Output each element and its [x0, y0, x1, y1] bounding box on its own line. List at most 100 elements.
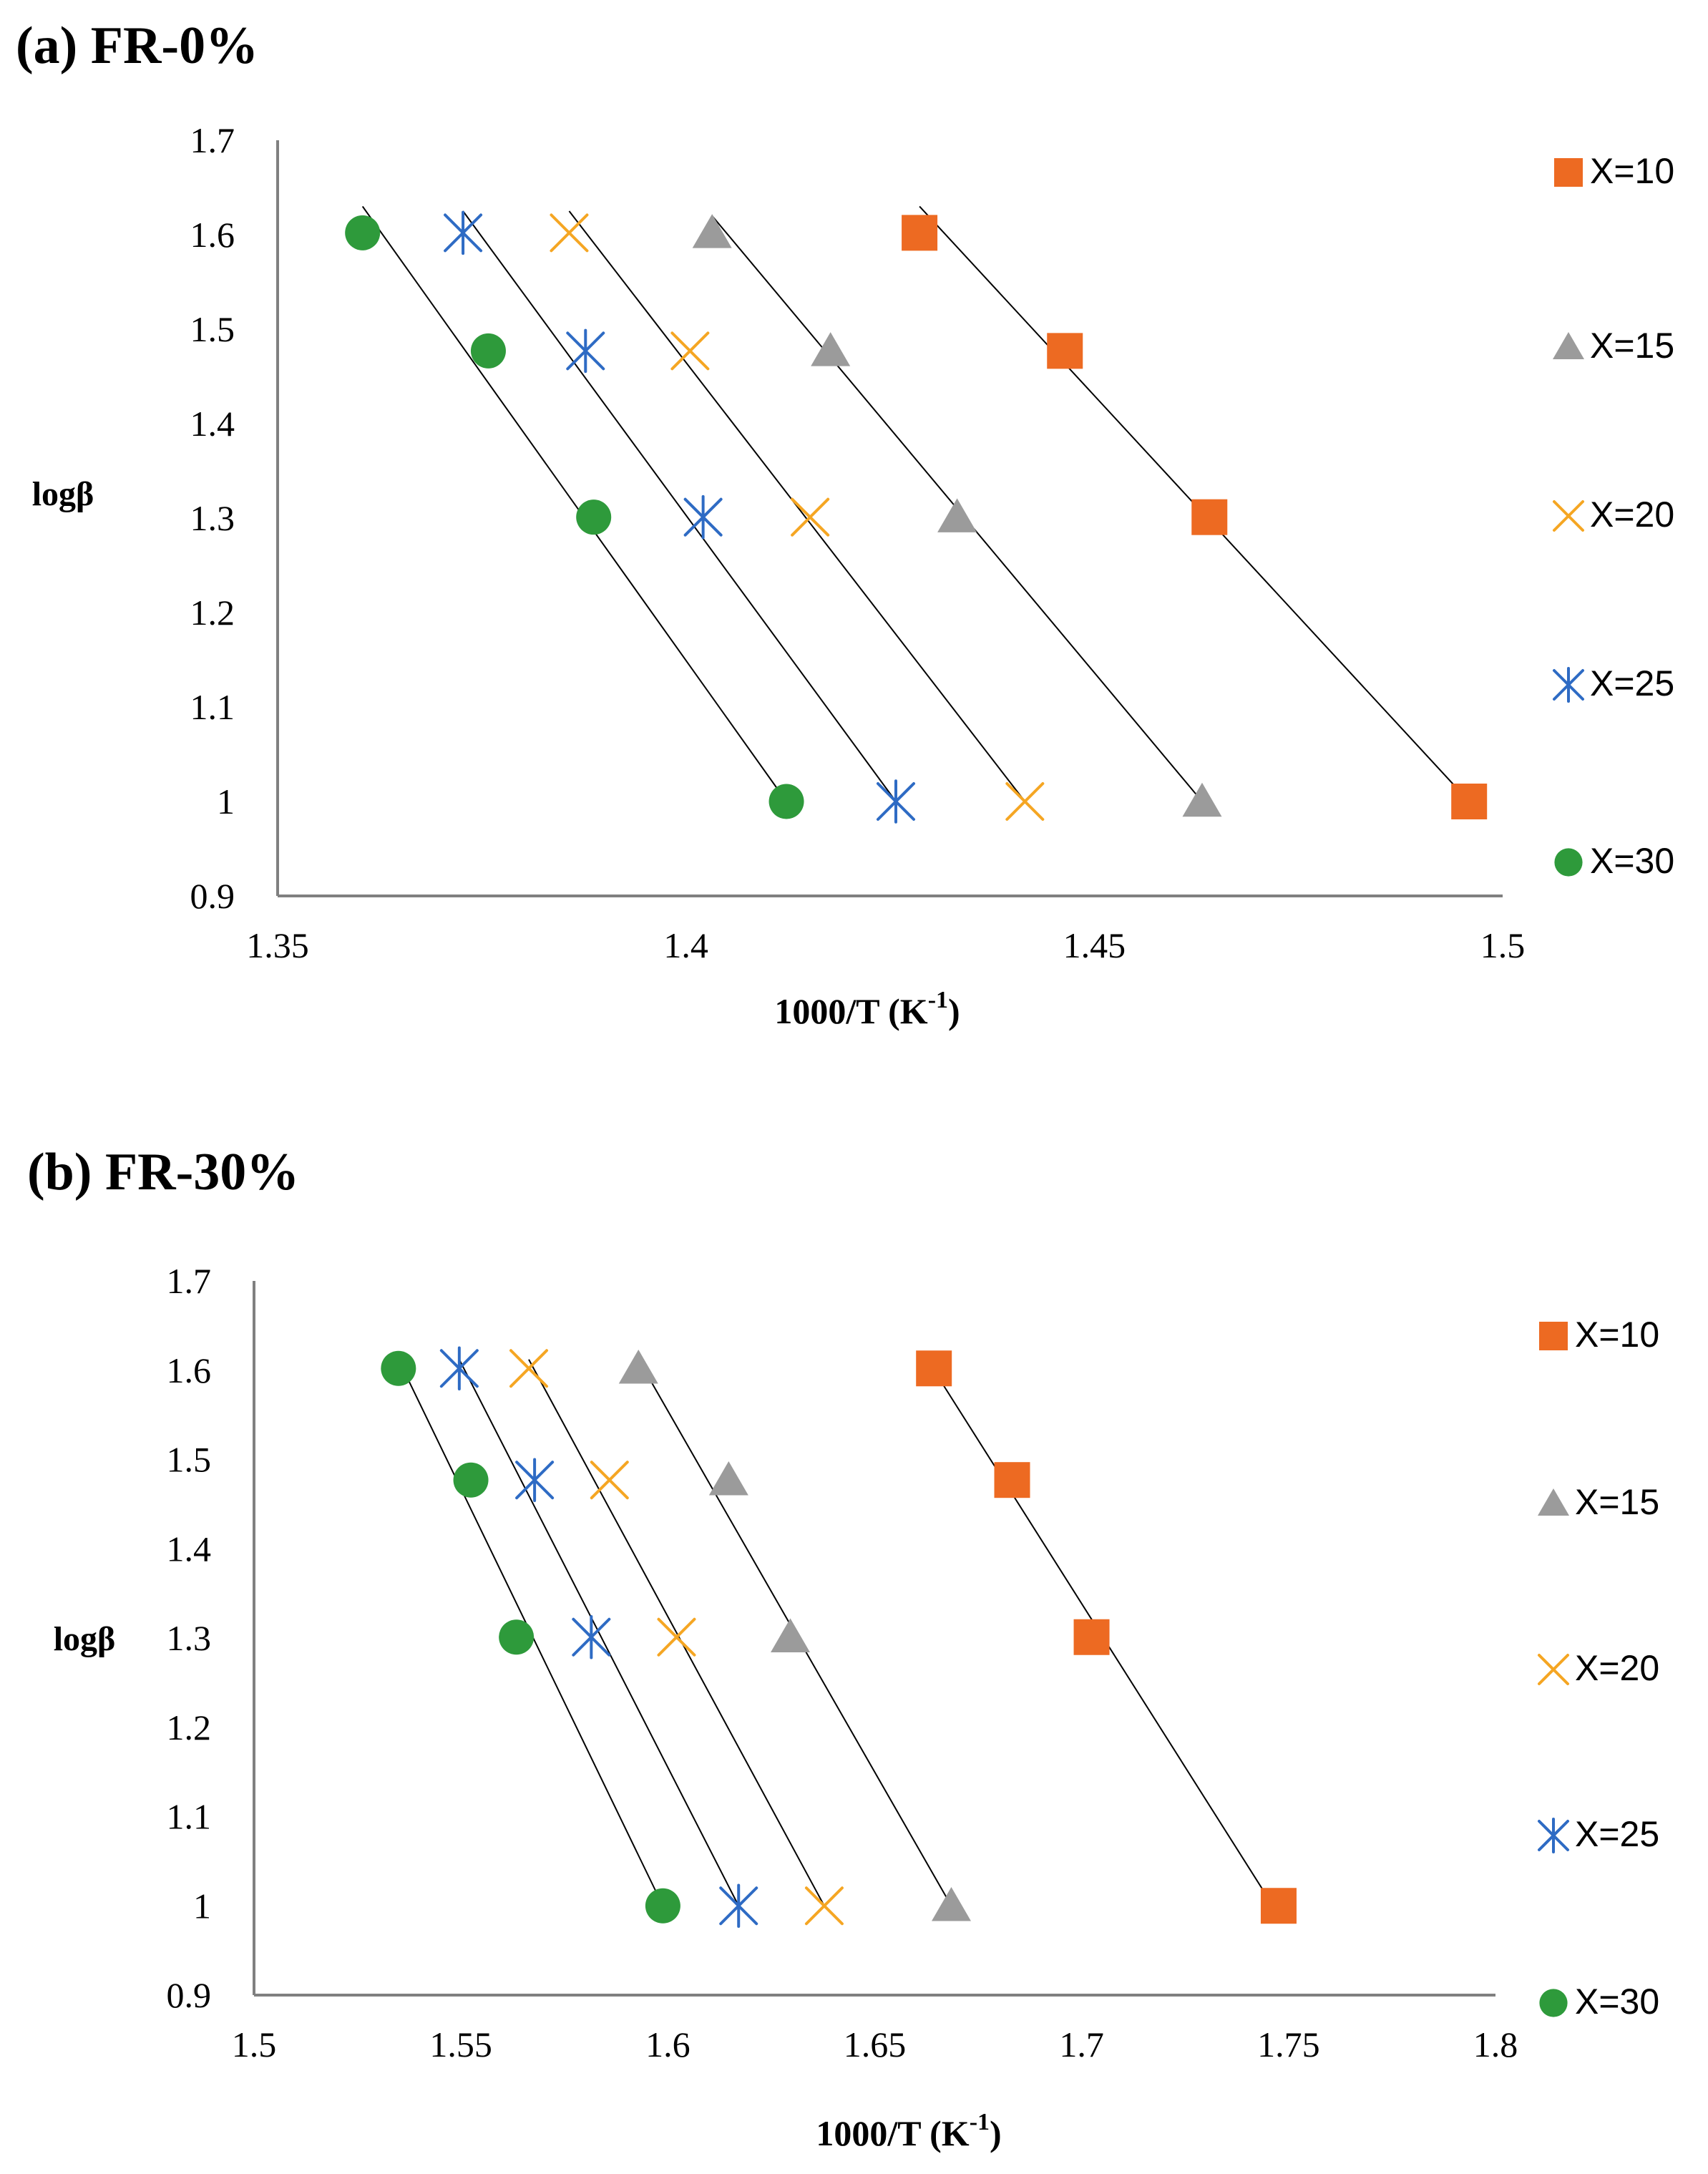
- legend-label: X=10: [1590, 151, 1674, 191]
- data-point-asterisk: [876, 779, 915, 824]
- x-axis-label-superscript: -1: [970, 2109, 990, 2135]
- legend-label: X=15: [1575, 1482, 1659, 1522]
- y-tick-label: 1.6: [167, 1350, 212, 1390]
- y-tick-label: 1.4: [167, 1529, 212, 1569]
- y-tick-label: 1.3: [167, 1618, 212, 1658]
- legend-entry-x-30: X=30: [1554, 841, 1674, 881]
- legend-entry-x-15: X=15: [1538, 1482, 1659, 1522]
- data-point-circle: [576, 499, 612, 535]
- x-axis-label: 1000/T (K-1): [774, 987, 960, 1031]
- x-tick-label: 1.35: [246, 925, 309, 965]
- data-point-circle: [381, 1350, 416, 1386]
- legend-marker-square: [1554, 158, 1583, 187]
- y-tick-label: 1.4: [190, 404, 235, 444]
- data-point-asterisk: [683, 494, 723, 540]
- series-x-25: [444, 210, 915, 824]
- series-x-20: [550, 210, 1045, 821]
- data-point-asterisk: [572, 1615, 611, 1659]
- x-tick-label: 1.7: [1059, 2024, 1104, 2065]
- data-point-circle: [499, 1619, 535, 1655]
- y-tick-label: 1.1: [167, 1797, 212, 1837]
- data-point-x: [657, 1617, 696, 1657]
- data-point-triangle: [937, 498, 977, 532]
- data-point-square: [1191, 499, 1228, 535]
- chart-panel-b: (b) FR-30% 0.9 1 1.1 1.2 1.3 1.4 1.5 1.6 1.7 1.5 1.…: [27, 1143, 1659, 2153]
- x-axis-label-superscript: -1: [928, 987, 948, 1013]
- data-point-x: [590, 1461, 629, 1500]
- x-axis-label: 1000/T (K-1): [816, 2109, 1001, 2153]
- fit-line: [361, 205, 787, 802]
- x-tick-label: 1.75: [1257, 2024, 1320, 2065]
- data-point-triangle: [771, 1618, 811, 1653]
- x-tick-label: 1.45: [1063, 925, 1126, 965]
- data-point-x: [804, 1886, 844, 1926]
- data-point-circle: [470, 333, 506, 369]
- data-point-x: [791, 497, 830, 537]
- data-point-circle: [453, 1462, 489, 1498]
- series-x-10: [916, 1350, 1297, 1924]
- chart-title: (b) FR-30%: [27, 1143, 299, 1201]
- legend-entry-x-15: X=15: [1553, 326, 1674, 366]
- series-x-15: [618, 1350, 971, 1921]
- data-point-triangle: [708, 1461, 748, 1496]
- data-point-triangle: [618, 1350, 658, 1384]
- x-axis-label-main: 1000/T (K: [816, 2113, 969, 2153]
- series-x-20: [509, 1349, 844, 1926]
- legend-marker-asterisk: [1553, 667, 1584, 703]
- legend-entry-x-10: X=10: [1554, 151, 1674, 191]
- legend-entry-x-30: X=30: [1539, 1982, 1659, 2022]
- data-point-circle: [645, 1888, 680, 1924]
- series-x-10: [902, 205, 1488, 819]
- y-tick-label: 1.2: [190, 593, 235, 633]
- data-point-square: [916, 1350, 952, 1387]
- data-point-triangle: [692, 214, 732, 248]
- legend-marker-asterisk: [1538, 1818, 1569, 1853]
- series-x-30: [381, 1350, 680, 1924]
- data-point-square: [1047, 333, 1083, 369]
- legend-entry-x-20: X=20: [1553, 494, 1674, 535]
- data-point-triangle: [1182, 782, 1222, 817]
- data-point-square: [1260, 1888, 1297, 1924]
- legend-label: X=30: [1575, 1982, 1659, 2022]
- legend-marker-circle: [1539, 1989, 1568, 2017]
- data-point-asterisk: [515, 1458, 555, 1502]
- data-point-x: [1005, 782, 1045, 821]
- chart-panel-a: (a) FR-0% 0.9 1 1.1 1.2 1.3 1.4 1.5 1.6 1.7 1.35 1.…: [16, 16, 1674, 1031]
- data-point-triangle: [931, 1887, 971, 1921]
- x-tick-label: 1.5: [232, 2024, 277, 2065]
- x-axis-label-close: ): [948, 991, 960, 1031]
- y-tick-label: 1.5: [190, 309, 235, 349]
- y-tick-label: 1.7: [190, 120, 235, 160]
- data-point-square: [1451, 784, 1488, 819]
- data-point-x: [509, 1349, 549, 1388]
- y-tick-label: 1.2: [167, 1707, 212, 1748]
- data-point-asterisk: [719, 1883, 758, 1928]
- fit-line: [528, 1359, 825, 1906]
- data-point-x: [550, 213, 589, 253]
- fit-line: [458, 1359, 740, 1906]
- legend-entry-x-25: X=25: [1553, 663, 1674, 703]
- x-tick-label: 1.6: [645, 2024, 690, 2065]
- y-tick-label: 1: [217, 781, 235, 822]
- legend-entry-x-10: X=10: [1539, 1315, 1659, 1355]
- series-x-30: [345, 205, 804, 819]
- data-point-square: [902, 215, 938, 251]
- legend-entry-x-25: X=25: [1538, 1814, 1659, 1854]
- data-point-triangle: [811, 332, 851, 366]
- legend-entry-x-20: X=20: [1538, 1648, 1659, 1688]
- data-point-square: [994, 1462, 1030, 1498]
- legend-label: X=20: [1590, 494, 1674, 535]
- data-point-asterisk: [444, 210, 483, 255]
- series-x-15: [692, 214, 1222, 817]
- data-point-asterisk: [439, 1346, 479, 1391]
- legend-marker-triangle: [1538, 1488, 1569, 1516]
- legend-label: X=30: [1590, 841, 1674, 881]
- data-point-square: [1073, 1619, 1110, 1655]
- legend-marker-triangle: [1553, 332, 1584, 359]
- legend-label: X=25: [1590, 663, 1674, 703]
- data-point-x: [670, 331, 710, 371]
- y-tick-label: 1.6: [190, 215, 235, 255]
- x-tick-label: 1.55: [429, 2024, 492, 2065]
- series-x-25: [439, 1346, 758, 1928]
